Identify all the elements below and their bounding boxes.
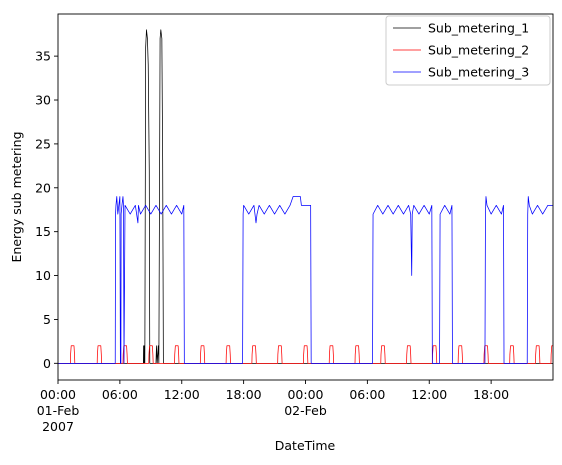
x-tick-label: 06:00 — [102, 387, 138, 402]
series-line-sub-metering-2 — [58, 345, 553, 364]
x-axis-label: DateTime — [275, 438, 336, 453]
y-tick-label: 25 — [35, 136, 51, 151]
x-tick-label: 2007 — [42, 419, 74, 434]
legend-label-sub-metering-1: Sub_metering_1 — [428, 21, 529, 36]
y-tick-label: 0 — [43, 356, 51, 371]
y-tick-label: 15 — [35, 224, 51, 239]
x-tick-label: 12:00 — [411, 387, 447, 402]
plot-frame — [57, 13, 554, 381]
x-tick-label: 18:00 — [226, 387, 262, 402]
y-tick-label: 10 — [35, 268, 51, 283]
x-tick-label: 00:00 — [40, 387, 76, 402]
legend: Sub_metering_1 Sub_metering_2 Sub_meteri… — [385, 15, 551, 86]
y-tick-label: 30 — [35, 93, 51, 108]
x-tick-label: 12:00 — [164, 387, 200, 402]
x-tick-label: 00:00 — [287, 387, 323, 402]
legend-label-sub-metering-3: Sub_metering_3 — [428, 65, 529, 80]
series-line-sub-metering-3 — [58, 196, 553, 364]
x-tick-label: 01-Feb — [37, 403, 80, 418]
series-layer — [58, 29, 553, 364]
x-tick-label: 06:00 — [349, 387, 385, 402]
legend-label-sub-metering-2: Sub_metering_2 — [428, 43, 529, 58]
x-tick-label: 18:00 — [473, 387, 509, 402]
legend-box — [385, 15, 551, 86]
series-line-sub-metering-1 — [58, 29, 553, 364]
y-tick-label: 5 — [43, 312, 51, 327]
y-tick-label: 35 — [35, 49, 51, 64]
y-tick-label: 20 — [35, 180, 51, 195]
x-tick-label: 02-Feb — [284, 403, 327, 418]
y-axis: 0 5 10 15 20 25 30 35 — [35, 49, 58, 371]
y-axis-label: Energy sub metering — [9, 131, 24, 262]
